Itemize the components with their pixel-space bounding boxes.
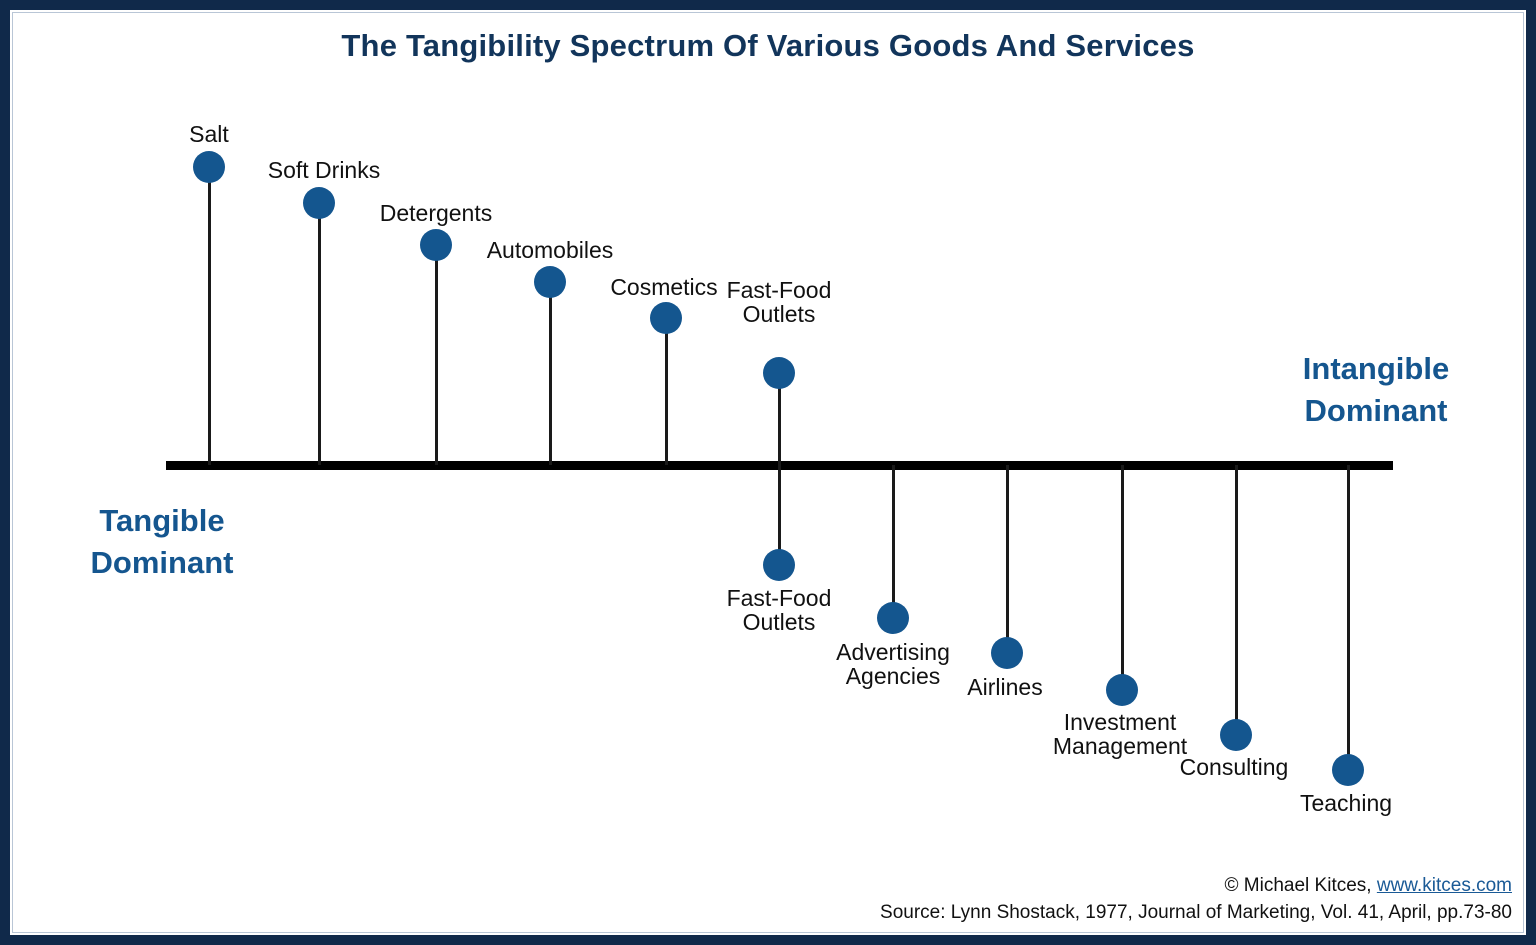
item-stem-detergents xyxy=(435,245,438,465)
item-label-consulting: Consulting xyxy=(1179,754,1289,780)
item-label-teaching: Teaching xyxy=(1299,790,1393,816)
item-label-detergents: Detergents xyxy=(379,200,493,226)
item-stem-fast-food-outlets-bottom xyxy=(778,465,781,565)
item-dot-airlines xyxy=(991,637,1023,669)
item-dot-teaching xyxy=(1332,754,1364,786)
footer-credit-line: © Michael Kitces, www.kitces.com xyxy=(880,872,1512,900)
anchor-label-intangible: Intangible Dominant xyxy=(1302,351,1450,428)
item-dot-fast-food-outlets-bottom xyxy=(763,549,795,581)
item-label-fast-food-outlets-bottom: Fast-Food Outlets xyxy=(726,585,832,636)
item-label-soft-drinks: Soft Drinks xyxy=(267,157,381,183)
kitces-website-link[interactable]: www.kitces.com xyxy=(1376,874,1512,896)
item-label-cosmetics: Cosmetics xyxy=(610,274,718,300)
page-title: The Tangibility Spectrum Of Various Good… xyxy=(341,28,1195,63)
footer-source-line: Source: Lynn Shostack, 1977, Journal of … xyxy=(880,902,1512,924)
item-label-fast-food-outlets-top: Fast-Food Outlets xyxy=(726,277,832,328)
anchor-label-tangible: Tangible Dominant xyxy=(90,503,234,580)
item-stem-fast-food-outlets-top xyxy=(778,373,781,465)
item-stem-teaching xyxy=(1347,465,1350,770)
item-dot-cosmetics xyxy=(650,302,682,334)
item-stem-investment-management xyxy=(1121,465,1124,690)
item-stem-automobiles xyxy=(549,282,552,465)
item-label-airlines: Airlines xyxy=(967,674,1043,700)
item-dot-consulting xyxy=(1220,719,1252,751)
item-label-salt: Salt xyxy=(189,121,229,147)
item-label-advertising-agencies: Advertising Agencies xyxy=(836,639,950,690)
item-dot-salt xyxy=(193,151,225,183)
item-dot-detergents xyxy=(420,229,452,261)
item-dot-advertising-agencies xyxy=(877,602,909,634)
item-dot-fast-food-outlets-top xyxy=(763,357,795,389)
item-dot-soft-drinks xyxy=(303,187,335,219)
footer: © Michael Kitces, www.kitces.com Source:… xyxy=(880,872,1512,927)
item-stem-advertising-agencies xyxy=(892,465,895,618)
item-stem-consulting xyxy=(1235,465,1238,735)
footer-credit-text: © Michael Kitces, xyxy=(1224,874,1377,896)
item-label-automobiles: Automobiles xyxy=(486,237,614,263)
item-label-investment-management: Investment Management xyxy=(1052,709,1188,760)
item-dot-investment-management xyxy=(1106,674,1138,706)
item-stem-soft-drinks xyxy=(318,203,321,465)
item-dot-automobiles xyxy=(534,266,566,298)
item-stem-cosmetics xyxy=(665,318,668,465)
item-stem-salt xyxy=(208,167,211,465)
item-stem-airlines xyxy=(1006,465,1009,653)
